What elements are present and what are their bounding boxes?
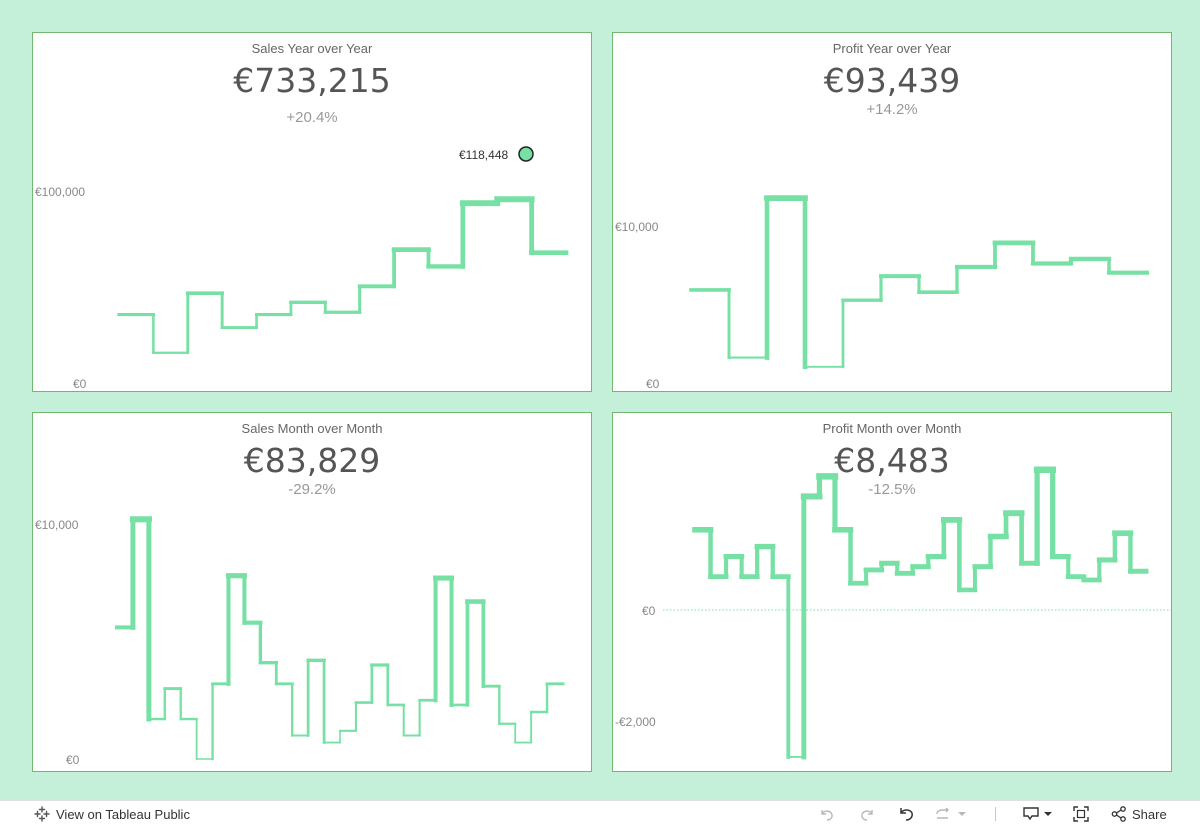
kpi-change: -12.5% [868,481,916,498]
refresh-icon [936,807,949,819]
fullscreen-button[interactable] [1072,805,1090,823]
tableau-logo-icon [34,806,50,822]
y-tick-label: €0 [66,753,80,767]
y-tick-label: -€2,000 [615,715,656,729]
panel-title: Profit Year over Year [832,41,952,56]
y-tick-label: €10,000 [35,518,79,532]
profit-yoy-chart[interactable]: €10,000 €0 [613,33,1172,392]
highlight-point[interactable] [518,146,534,162]
redo-button[interactable] [858,805,876,823]
share-label: Share [1132,806,1167,822]
comment-dropdown-button[interactable] [1022,805,1052,823]
view-on-tableau-label: View on Tableau Public [56,806,190,822]
undo-button[interactable] [818,805,836,823]
panel-title: Sales Year over Year [251,41,373,56]
kpi-change: -29.2% [288,481,336,498]
y-tick-label: €10,000 [615,220,659,234]
kpi-value: €8,483 [834,441,950,480]
kpi-value: €733,215 [233,61,391,100]
revert-button[interactable] [898,805,916,823]
annotation-label: €118,448 [459,148,508,162]
fullscreen-icon [1073,806,1089,822]
sales-yoy-panel: Sales Year over Year €733,215 +20.4% €10… [32,32,592,392]
undo-icon [821,810,833,821]
redo-icon [861,810,873,821]
profit-mom-panel: Profit Month over Month €8,483 -12.5% €0… [612,412,1172,772]
toolbar-divider [995,807,996,821]
chevron-down-icon [958,812,966,816]
sales-mom-panel: Sales Month over Month €83,829 -29.2% €1… [32,412,592,772]
panel-title: Profit Month over Month [822,421,962,436]
y-tick-label: €0 [73,377,87,391]
sales-mom-chart[interactable]: €10,000 €0 [33,413,592,772]
profit-yoy-panel: Profit Year over Year €93,439 +14.2% €10… [612,32,1172,392]
sales-yoy-chart[interactable]: €100,000 €0 €118,448 [33,33,592,392]
kpi-change: +14.2% [866,101,918,118]
share-icon [1111,806,1126,822]
share-button[interactable]: Share [1110,805,1167,823]
view-on-tableau-link[interactable]: View on Tableau Public [34,806,190,822]
kpi-change: +20.4% [286,109,338,126]
y-tick-label: €100,000 [35,185,85,199]
revert-icon [900,808,913,821]
panel-title: Sales Month over Month [241,421,383,436]
profit-mom-chart[interactable]: €0 -€2,000 [613,413,1172,772]
tableau-toolbar: View on Tableau Public [0,800,1200,827]
comment-icon [1023,807,1039,821]
kpi-value: €93,439 [823,61,961,100]
chevron-down-icon [1044,812,1052,816]
y-tick-label: €0 [642,604,656,618]
refresh-dropdown-button[interactable] [934,805,966,823]
kpi-value: €83,829 [243,441,381,480]
tooltip-annotation: €118,448 [459,146,534,162]
y-tick-label: €0 [646,377,660,391]
